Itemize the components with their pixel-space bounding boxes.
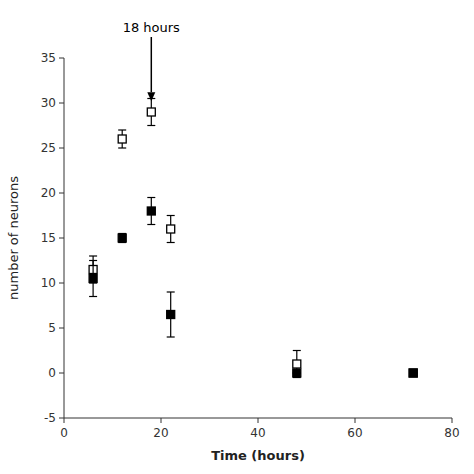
y-tick [59,418,64,419]
error-bar [118,234,126,243]
x-tick [355,418,356,423]
annotation-text: 18 hours [123,20,180,35]
annotation-arrow [147,37,155,101]
point [89,275,97,283]
point [147,207,155,215]
x-tick-label: 80 [444,426,459,440]
x-tick-label: 0 [60,426,68,440]
point [147,108,155,116]
y-tick [59,283,64,284]
error-bar-cap [147,125,155,126]
y-tick-label: -5 [44,411,56,425]
x-tick [161,418,162,423]
error-bar [89,261,97,297]
x-tick [452,418,453,423]
y-tick-label: 25 [41,141,56,155]
y-tick [59,103,64,104]
series [89,198,417,378]
error-bar-cap [167,336,175,337]
point [167,225,175,233]
axes: 0 20 40 60 80 -5 0 5 10 15 20 25 30 35 [41,51,460,440]
y-tick [59,193,64,194]
error-bar-cap [167,291,175,292]
point [167,311,175,319]
error-bar [118,130,126,148]
y-tick [59,58,64,59]
y-tick-label: 10 [41,276,56,290]
annotation-arrow-head [147,92,155,101]
y-tick-label: 20 [41,186,56,200]
chart: 0 20 40 60 80 -5 0 5 10 15 20 25 30 35 Time (hours) num… [0,0,474,474]
error-bar-cap [118,129,126,130]
error-bar-cap [147,197,155,198]
x-tick [258,418,259,423]
plot-area [89,99,417,378]
error-bar-cap [89,260,97,261]
chart-container: 0 20 40 60 80 -5 0 5 10 15 20 25 30 35 Time (hours) num… [0,0,474,474]
y-tick-label: 35 [41,51,56,65]
point [118,234,126,242]
y-tick [59,373,64,374]
point [118,135,126,143]
x-axis-label: Time (hours) [211,448,305,463]
error-bar-cap [89,296,97,297]
error-bar-cap [167,215,175,216]
y-tick-label: 0 [48,366,56,380]
y-tick [59,238,64,239]
error-bar [167,292,175,337]
error-bar-cap [167,242,175,243]
error-bar-cap [293,350,301,351]
x-tick-label: 60 [347,426,362,440]
y-tick-label: 15 [41,231,56,245]
series [89,99,417,378]
error-bar [167,216,175,243]
error-bar-cap [89,255,97,256]
error-bar-cap [118,147,126,148]
x-tick-label: 20 [153,426,168,440]
y-tick [59,328,64,329]
point [409,369,417,377]
y-tick [59,148,64,149]
x-tick [64,418,65,423]
annotation-arrow-shaft [151,37,153,92]
point [293,369,301,377]
error-bar [147,99,155,126]
y-tick-label: 5 [48,321,56,335]
annotations: 18 hours [123,20,180,101]
error-bar [147,198,155,225]
error-bar [293,351,301,378]
point [409,369,417,377]
x-tick-label: 40 [250,426,265,440]
y-tick-label: 30 [41,96,56,110]
y-axis-label: number of neurons [6,176,21,300]
point [293,360,301,368]
error-bar-cap [147,224,155,225]
